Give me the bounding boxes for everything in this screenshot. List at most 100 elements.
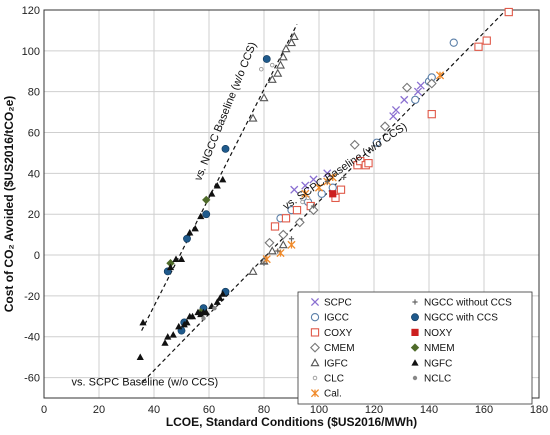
legend-item: NOXY xyxy=(424,328,453,339)
data-point xyxy=(435,71,445,80)
data-point xyxy=(308,205,319,216)
data-point xyxy=(504,7,513,17)
x-tick-label: 80 xyxy=(258,404,270,416)
data-point xyxy=(310,297,320,307)
legend-item: COXY xyxy=(324,328,353,339)
data-point xyxy=(301,181,310,190)
data-point xyxy=(328,173,337,182)
data-point xyxy=(301,189,310,198)
data-point xyxy=(177,255,186,263)
data-point xyxy=(248,266,258,275)
data-point xyxy=(309,175,318,184)
data-point xyxy=(278,240,288,249)
data-point xyxy=(324,178,330,185)
data-point xyxy=(482,36,491,45)
data-point xyxy=(449,38,458,47)
data-point xyxy=(314,183,324,192)
data-point xyxy=(188,312,197,320)
y-tick-label: -20 xyxy=(24,291,40,303)
legend-item: NGFC xyxy=(424,358,452,369)
data-point xyxy=(341,174,347,181)
x-tick-label: 60 xyxy=(203,404,215,416)
legend-item: NCLC xyxy=(424,374,451,385)
y-tick-label: 80 xyxy=(28,87,40,99)
data-point xyxy=(164,333,172,340)
legend-item: Cal. xyxy=(324,389,342,400)
data-point xyxy=(212,305,217,311)
legend-item: SCPC xyxy=(324,298,352,309)
data-point xyxy=(248,113,258,122)
data-point xyxy=(175,322,183,330)
data-point xyxy=(267,246,277,255)
data-point xyxy=(213,182,221,189)
data-point xyxy=(400,95,409,104)
legend-item: IGCC xyxy=(324,313,349,324)
data-point xyxy=(275,60,286,69)
data-point xyxy=(286,37,297,47)
data-point xyxy=(411,359,419,366)
data-point xyxy=(201,316,206,321)
data-point xyxy=(287,240,296,249)
data-point xyxy=(380,121,390,132)
legend-item: NGCC without CCS xyxy=(424,298,512,309)
legend-item: CMEM xyxy=(324,343,355,354)
data-point xyxy=(427,109,436,119)
data-point xyxy=(402,82,412,93)
data-point xyxy=(364,159,373,168)
x-tick-label: 0 xyxy=(41,404,47,416)
legend-item: NMEM xyxy=(424,343,455,354)
data-point xyxy=(310,313,320,322)
data-point xyxy=(202,308,210,316)
x-tick-label: 160 xyxy=(475,404,493,416)
annotation-label: vs. SCPC Baseline (w/o CCS) xyxy=(281,121,409,213)
data-point xyxy=(411,328,419,336)
data-point xyxy=(197,212,205,220)
data-point xyxy=(294,217,305,228)
data-point xyxy=(275,248,281,254)
data-point xyxy=(172,255,180,263)
data-point xyxy=(216,294,224,301)
data-point xyxy=(389,112,398,121)
y-tick-label: -40 xyxy=(24,332,40,344)
data-point xyxy=(310,203,317,209)
data-point xyxy=(372,138,381,147)
annotation-label: vs. SCPC Baseline (w/o CCS) xyxy=(72,377,219,389)
data-point xyxy=(261,260,267,266)
data-point xyxy=(288,236,295,242)
y-tick-label: 120 xyxy=(22,5,40,17)
data-point xyxy=(416,81,425,90)
x-tick-label: 120 xyxy=(365,404,383,416)
data-point xyxy=(213,298,221,305)
y-axis-title: Cost of CO₂ Avoided ($US2016/tCO₂e) xyxy=(2,96,16,312)
data-point xyxy=(411,313,419,322)
y-tick-label: -60 xyxy=(24,373,40,385)
x-tick-label: 100 xyxy=(310,404,328,416)
y-tick-label: 0 xyxy=(34,250,40,262)
data-point xyxy=(413,87,423,96)
data-point xyxy=(202,210,211,219)
data-point xyxy=(300,199,305,205)
y-tick-label: 60 xyxy=(28,128,40,140)
data-point xyxy=(349,139,360,150)
legend-item: NGCC with CCS xyxy=(424,313,498,324)
data-point xyxy=(161,339,169,346)
data-point xyxy=(310,358,320,367)
data-point xyxy=(259,93,269,102)
annotation-label: vs. NGCC Baseline (w/o CCS) xyxy=(192,40,259,182)
data-point xyxy=(310,342,320,353)
data-point xyxy=(202,195,211,205)
trendline xyxy=(141,24,298,331)
data-point xyxy=(289,31,299,40)
legend-item: IGFC xyxy=(324,358,348,369)
data-point xyxy=(278,52,288,61)
data-point xyxy=(329,190,337,198)
data-points xyxy=(136,7,513,361)
data-point xyxy=(219,175,227,183)
data-point xyxy=(186,228,194,236)
data-point xyxy=(310,389,320,398)
data-point xyxy=(281,44,291,53)
x-tick-label: 180 xyxy=(530,404,548,416)
data-point xyxy=(166,263,175,271)
data-point xyxy=(166,259,175,268)
